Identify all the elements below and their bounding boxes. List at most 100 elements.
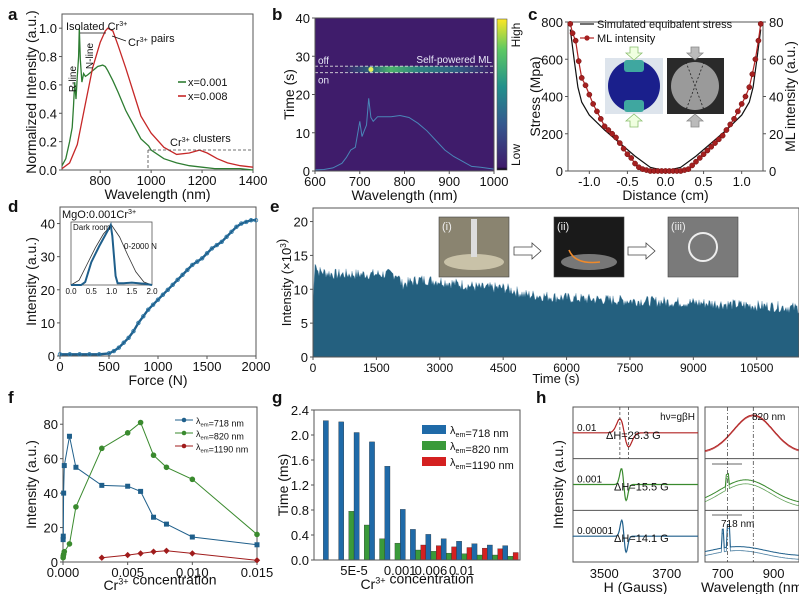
heatmap-band (341, 66, 494, 73)
data-point (61, 548, 68, 555)
bar-0 (487, 544, 493, 561)
data-point (755, 37, 762, 44)
data-point (106, 351, 112, 356)
y-tick-label: 600 (541, 52, 563, 67)
x-tick-label: 0.010 (176, 565, 209, 580)
data-point (752, 56, 759, 63)
data-point (757, 21, 764, 27)
data-point (582, 82, 589, 89)
y-tick-label: 0 (51, 555, 58, 570)
series-line-1 (62, 421, 258, 558)
bar-1 (348, 511, 355, 561)
data-point (199, 256, 205, 261)
y-tick-label: 0 (48, 349, 55, 364)
arrow-up-icon (685, 113, 705, 128)
plot-frame (312, 207, 799, 358)
data-point (578, 75, 585, 81)
area-series (312, 263, 799, 358)
y-axis-label: Time (s) (281, 69, 297, 120)
data-point (254, 542, 260, 548)
annotation-isolated-cr: Isolated Cr3+ (66, 20, 127, 33)
ml-ring (688, 232, 718, 262)
pl-frame (704, 406, 799, 563)
data-point (224, 234, 229, 239)
bar-1 (507, 556, 514, 561)
arrow-down-icon (624, 46, 644, 61)
y-axis-label: Stress (Mpa) (527, 56, 543, 136)
pl-marker-718: 718 nm (721, 519, 754, 530)
annotation-n-line: N-line (85, 43, 96, 70)
bar-1 (492, 554, 498, 561)
data-point (229, 229, 234, 235)
bar-0 (323, 420, 329, 561)
x-tick-label: 700 (349, 174, 371, 189)
y-tick-label: 0.0 (291, 553, 309, 568)
data-point (253, 218, 259, 223)
data-point (150, 302, 156, 307)
data-point (121, 340, 126, 345)
x-axis-label: Cr3+ concentration (360, 571, 473, 592)
epr-curve-1 (573, 468, 698, 502)
y-tick-label: 60 (769, 52, 783, 67)
data-point (731, 116, 737, 122)
y-tick-label: 20 (41, 283, 55, 298)
data-point (185, 267, 190, 273)
legend-marker (584, 35, 590, 41)
y-axis-label: Intensity (×103) (274, 239, 294, 326)
data-point (77, 352, 82, 357)
data-point (693, 158, 699, 165)
x-tick-label: 0.015 (241, 565, 274, 580)
x-tick-label: 10500 (740, 361, 774, 375)
y-tick-label: 0.8 (291, 503, 309, 518)
bar-0 (502, 545, 508, 561)
bar-2 (466, 547, 473, 561)
data-point (111, 348, 117, 354)
inset-x-tick-label: 1.5 (126, 287, 138, 296)
y-tick-label: 0.4 (39, 106, 57, 121)
data-point (704, 147, 711, 154)
panel-letter-c: c (528, 5, 537, 24)
panel-letter-h: h (536, 388, 546, 407)
x-tick-label: 500 (98, 359, 120, 374)
data-point (685, 166, 692, 172)
data-point (57, 352, 63, 357)
data-point (163, 547, 170, 555)
data-point (189, 476, 196, 483)
y-tick-label: 800 (541, 15, 563, 30)
legend-label: x=0.001 (188, 77, 227, 89)
data-point (137, 550, 144, 557)
legend-marker (181, 430, 187, 436)
bar-1 (394, 542, 401, 561)
series-line-stress (569, 29, 762, 172)
data-point (239, 221, 244, 226)
x-tick-label: 1000 (480, 174, 509, 189)
y-tick-label: 30 (41, 250, 55, 265)
bar-1 (430, 551, 437, 561)
x-tick-label: 800 (89, 173, 111, 188)
bar-1 (446, 552, 452, 561)
bar-2 (420, 544, 427, 561)
x-tick-label: 900 (763, 566, 785, 581)
data-point (719, 132, 726, 139)
plot-frame (62, 406, 258, 563)
pl-curve-1 (704, 472, 799, 503)
data-point (136, 320, 141, 326)
heatmap-hotspot (368, 66, 374, 72)
x-tick-label: 1000 (137, 173, 166, 188)
panel-letter-a: a (8, 5, 18, 24)
bar-1 (364, 524, 370, 561)
data-point (628, 155, 635, 161)
data-point (61, 490, 67, 496)
inset-label-dark-room: Dark room (73, 223, 111, 232)
y-tick-label: 0 (556, 164, 563, 179)
y-tick-label: 400 (541, 90, 563, 105)
data-point (594, 108, 600, 115)
series-line-x=0.008 (61, 27, 254, 170)
x-axis-label-pl: Wavelength (nm) (701, 579, 799, 594)
legend-label: λem=718 nm (196, 416, 244, 428)
arrow-right-icon (513, 242, 542, 260)
data-point (194, 259, 200, 264)
x-tick-label: 4500 (490, 361, 517, 375)
annotation-on: on (318, 76, 329, 87)
